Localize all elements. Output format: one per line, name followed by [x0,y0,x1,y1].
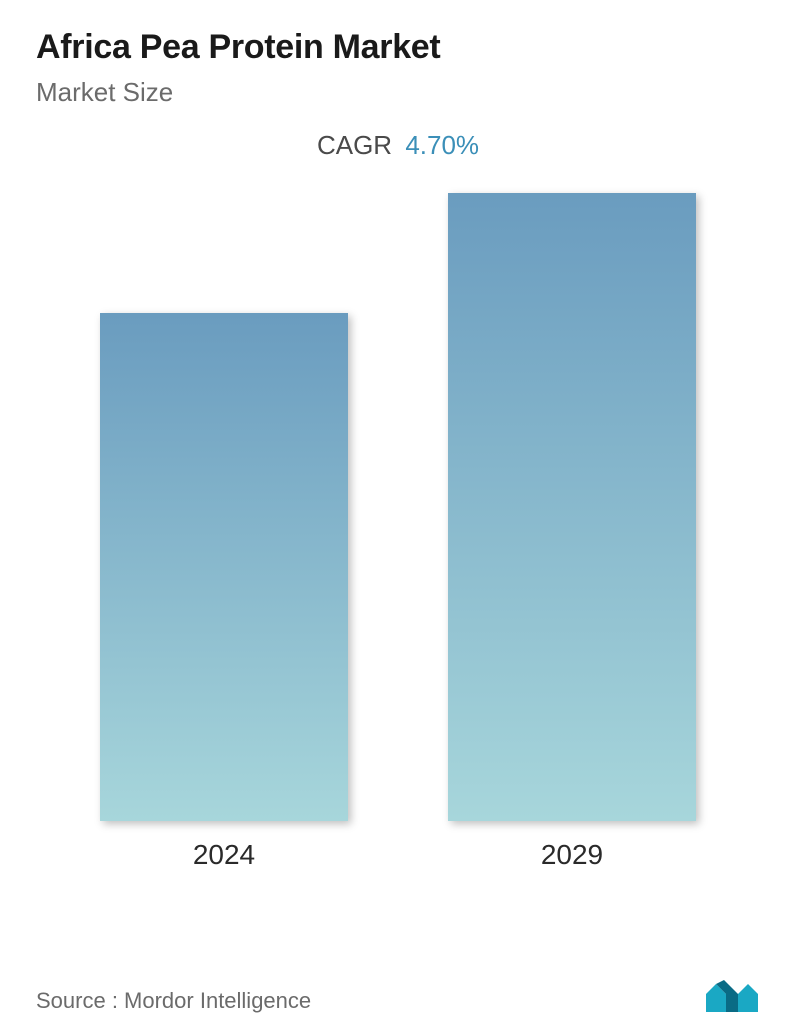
bars-container [36,181,760,821]
bar-2024 [100,313,348,821]
chart-area: 2024 2029 [36,181,760,881]
bar-label-2024: 2024 [100,839,348,871]
chart-subtitle: Market Size [36,77,760,108]
chart-title: Africa Pea Protein Market [36,28,760,67]
cagr-value: 4.70% [405,130,479,160]
footer: Source : Mordor Intelligence [36,978,760,1014]
bar-label-2029: 2029 [448,839,696,871]
brand-logo-icon [704,978,760,1014]
bar-2029 [448,193,696,821]
cagr-row: CAGR 4.70% [36,130,760,161]
bar-labels: 2024 2029 [36,839,760,871]
source-text: Source : Mordor Intelligence [36,988,311,1014]
cagr-label: CAGR [317,130,392,160]
